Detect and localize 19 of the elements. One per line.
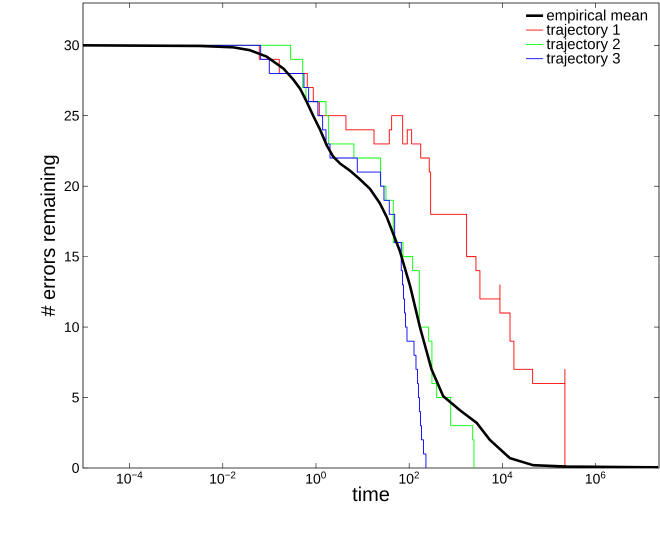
y-tick-label: 30 bbox=[64, 40, 79, 50]
y-tick-label: 10 bbox=[64, 322, 79, 332]
x-tick-label: 10$^{2}$ bbox=[399, 472, 419, 484]
y-tick-label: 5 bbox=[72, 392, 79, 402]
legend-label: trajectory 3 bbox=[546, 52, 620, 67]
legend-label: trajectory 2 bbox=[546, 38, 620, 52]
x-tick-label: 10$^{−4}$ bbox=[117, 472, 142, 484]
legend-label: trajectory 1 bbox=[546, 24, 620, 38]
y-tick-label: 15 bbox=[64, 252, 79, 262]
x-axis-title: time bbox=[352, 486, 389, 502]
legend-label: empirical mean bbox=[547, 10, 648, 24]
x-tick-label: 10$^{−2}$ bbox=[210, 472, 236, 484]
y-tick-label: 0 bbox=[72, 463, 79, 473]
y-tick-label: 20 bbox=[64, 181, 79, 192]
y-tick-label: 25 bbox=[64, 110, 79, 121]
x-tick-label: 10$^{6}$ bbox=[586, 472, 606, 484]
x-tick-label: 10$^{0}$ bbox=[306, 472, 326, 484]
y-axis-title: # errors remaining bbox=[40, 156, 60, 317]
x-tick-label: 10$^{4}$ bbox=[492, 472, 512, 484]
